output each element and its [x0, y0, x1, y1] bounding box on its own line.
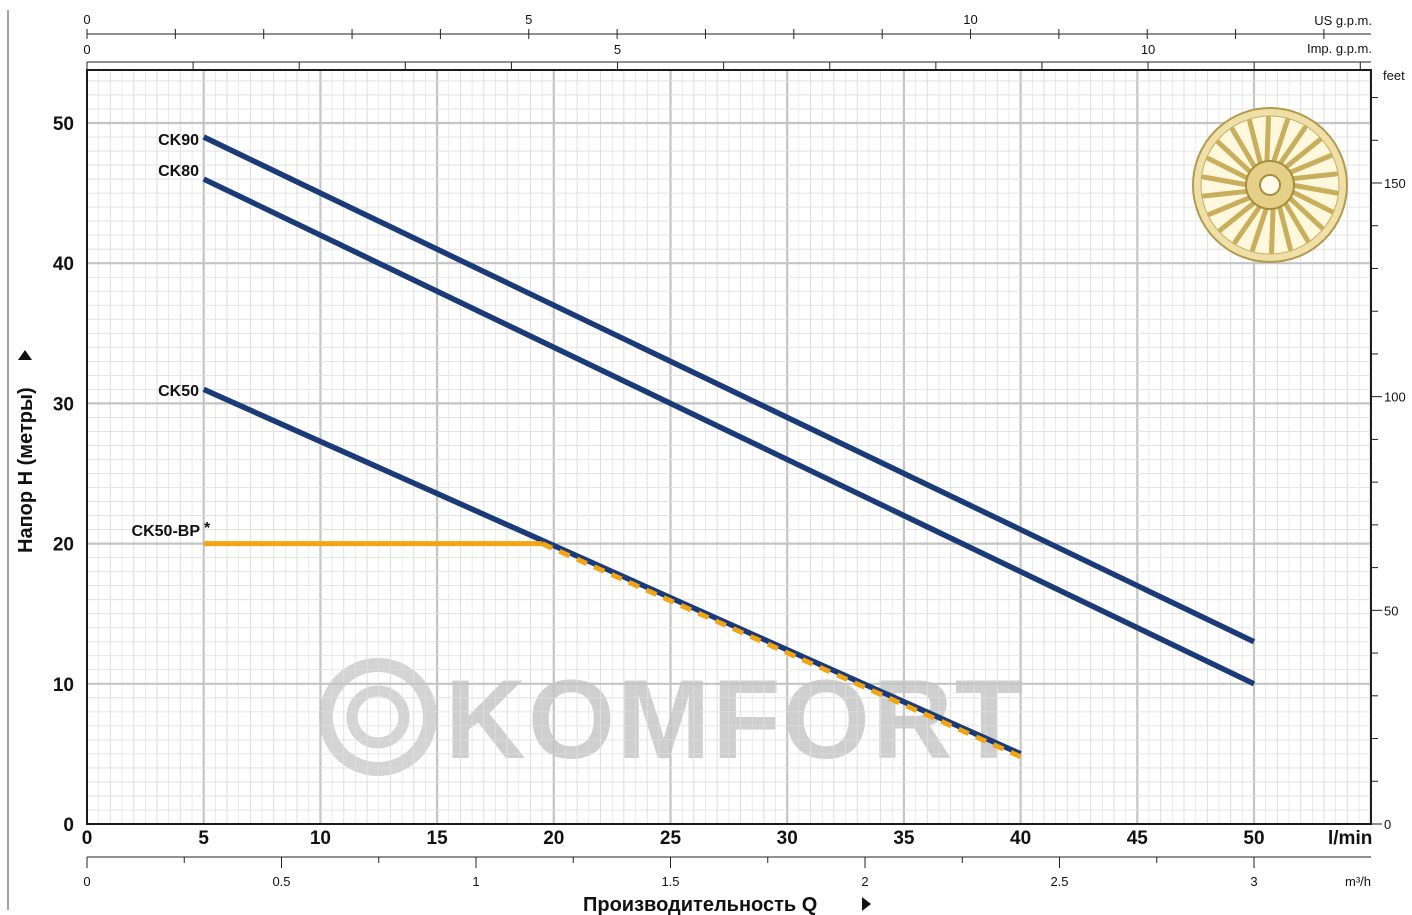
x-tick-label: 0: [82, 828, 93, 849]
m3h-tick-label: 2.5: [1050, 874, 1068, 889]
impeller-bore: [1259, 174, 1281, 196]
impeller-vane: [1264, 115, 1271, 166]
imp-gpm-tick-label: 10: [1141, 42, 1155, 57]
y-axis-title-group: Напор H (метры): [15, 387, 37, 553]
x-tick-label: 5: [198, 828, 209, 849]
y-axis-title-arrow-icon: [18, 350, 32, 360]
x-tick-label: 45: [1127, 828, 1149, 849]
us-gpm-tick-label: 0: [83, 12, 90, 27]
feet-tick-label: 50: [1384, 603, 1398, 618]
us-gpm-unit-label: US g.p.m.: [1314, 13, 1372, 28]
m3h-tick-label: 0.5: [272, 874, 290, 889]
impeller-vane: [1250, 204, 1270, 253]
series-line-ck90: [202, 134, 1256, 645]
x-tick-label: 50: [1243, 828, 1264, 849]
impeller-vane: [1270, 117, 1290, 166]
x-tick-label: 15: [427, 828, 449, 849]
m3h-tick-label: 3: [1250, 874, 1257, 889]
y-axis-title: Напор H (метры): [15, 387, 37, 553]
watermark-logo-inner-ring: [346, 685, 410, 749]
x-tick-label: 40: [1010, 828, 1031, 849]
us-gpm-tick-label: 10: [963, 12, 977, 27]
series-label-ck80: CK80: [158, 163, 199, 180]
feet-unit-label: feet: [1383, 68, 1405, 83]
series-line-ck50: [202, 386, 1022, 757]
imp-gpm-unit-label: Imp. g.p.m.: [1307, 41, 1372, 56]
m3h-tick-label: 1.5: [661, 874, 679, 889]
impeller-vane: [1288, 171, 1339, 182]
impeller-vane: [1281, 199, 1310, 244]
impeller-vane: [1288, 188, 1335, 214]
series-label-ck50-bp: CK50-BP: [132, 523, 201, 540]
impeller-vane: [1289, 182, 1340, 196]
series-label-ck50: CK50: [158, 383, 199, 400]
series-line-ck80: [202, 176, 1256, 687]
m3h-tick-label: 0: [83, 874, 90, 889]
impeller-vane: [1207, 194, 1254, 217]
impeller-vane: [1200, 174, 1251, 188]
impeller-vane: [1215, 139, 1254, 176]
m3h-tick-label: 1: [472, 874, 479, 889]
impeller-vane: [1247, 118, 1264, 168]
impeller-vane: [1286, 153, 1333, 176]
impeller-image: [1192, 107, 1348, 263]
impeller-vane: [1205, 156, 1252, 182]
x-axis-title-arrow-icon: [862, 897, 871, 911]
x-tick-label: 10: [310, 828, 331, 849]
x-tick-label: 20: [543, 828, 564, 849]
y-tick-label: 0: [63, 815, 74, 836]
us-gpm-tick-label: 5: [525, 12, 532, 27]
x-axis-ticks: 0 5 10 15 20 25 30 35 40 45 50: [82, 828, 1265, 849]
grid: [86, 70, 1372, 825]
y-tick-label: 30: [53, 394, 74, 415]
imp-gpm-tick-label: 0: [83, 42, 90, 57]
feet-tick-label: 0: [1384, 817, 1391, 832]
impeller-vane: [1201, 188, 1252, 199]
x-tick-label: 25: [660, 828, 682, 849]
impeller-vane: [1281, 137, 1323, 171]
y-tick-label: 20: [53, 535, 74, 556]
m3h-tick-label: 2: [861, 874, 868, 889]
impeller-vane: [1217, 199, 1259, 233]
impeller-vane: [1230, 126, 1259, 171]
series-label-ck50-bp-marker: *: [204, 520, 211, 537]
impeller-vane: [1232, 202, 1264, 245]
imp-gpm-tick-label: 5: [614, 42, 621, 57]
series-label-ck90: CK90: [158, 132, 199, 149]
x-tick-label: 30: [777, 828, 798, 849]
y-tick-label: 50: [53, 114, 74, 135]
m3h-unit-label: m³/h: [1345, 874, 1371, 889]
impeller-vane: [1269, 204, 1276, 255]
y-tick-label: 10: [53, 675, 74, 696]
x-axis-title: Производительность Q: [583, 894, 817, 915]
impeller-vane: [1276, 202, 1293, 252]
impeller-vane: [1286, 194, 1325, 231]
feet-tick-label: 150: [1384, 176, 1406, 191]
impeller-vane: [1276, 125, 1308, 168]
feet-tick-label: 100: [1384, 390, 1406, 405]
x-unit-label: l/min: [1328, 828, 1372, 849]
watermark-logo-outer-ring: [319, 658, 437, 776]
y-tick-label: 40: [53, 254, 74, 275]
x-tick-label: 35: [893, 828, 915, 849]
series-lines: [202, 134, 1256, 759]
watermark: KOMFORT: [319, 657, 1023, 782]
y-axis-ticks: 0 10 20 30 40 50: [53, 114, 74, 836]
